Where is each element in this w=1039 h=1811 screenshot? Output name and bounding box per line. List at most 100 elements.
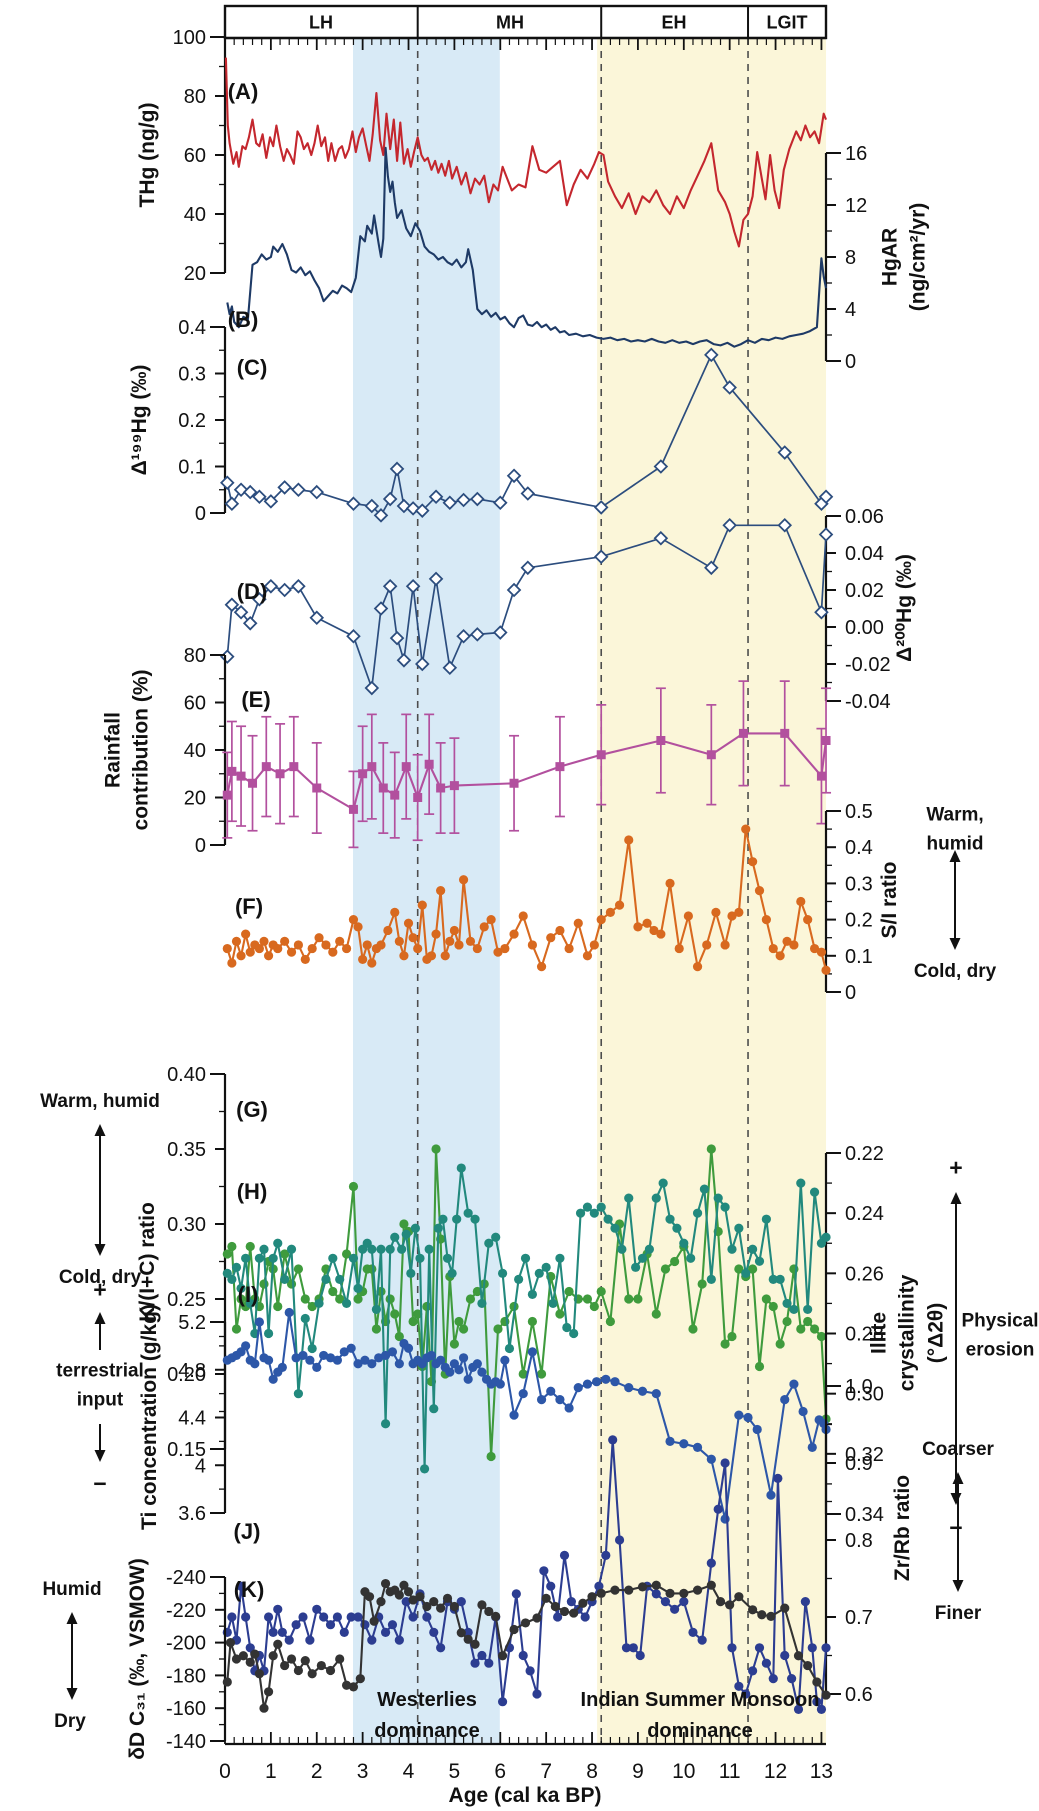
panel-letter-c: (C) (236, 355, 268, 380)
annotation-cold-dry-right: Cold, dry (913, 960, 997, 982)
x-axis-title: Age (cal ka BP) (448, 1784, 602, 1807)
panel-i-axis: 3.6 4 4.4 4.8 5.2 (178, 1312, 227, 1525)
panel-d-series (220, 517, 834, 696)
epoch-label-lh: LH (309, 12, 333, 33)
panel-f-tick-label: 0.1 (845, 946, 873, 968)
annotation-cold-dry-left: Cold, dry (58, 1266, 142, 1288)
x-tick-label: 2 (311, 1760, 323, 1783)
panel-h-tick-label: 0.26 (845, 1263, 884, 1285)
annotation-input-minus: − (93, 1470, 107, 1497)
panel-letter-h: (H) (236, 1179, 268, 1204)
caption-monsoon-dominance: Indian Summer Monsoon dominance (580, 1689, 820, 1742)
axis-title-d199hg: Δ¹⁹⁹Hg (‰) (127, 364, 151, 476)
epoch-label-lgit: LGIT (766, 12, 808, 33)
axis-title-d200hg: Δ²⁰⁰Hg (‰) (892, 554, 916, 662)
x-tick-label: 3 (357, 1760, 369, 1783)
panel-i-tick-label: 4.4 (178, 1408, 206, 1430)
x-tick-label: 0 (219, 1760, 231, 1783)
panel-k-axis: -240 -220 -200 -180 -160 -140 (166, 1567, 227, 1753)
panel-e-tick-label: 60 (184, 693, 206, 715)
panel-f-tick-label: 0.5 (845, 801, 873, 823)
axis-title-hgar: HgAR (ng/cm²/yr) (878, 202, 930, 312)
panel-d-axis: -0.04 -0.02 0.00 0.02 0.04 0.06 (824, 506, 891, 713)
panel-g-tick-label: 0.25 (167, 1289, 206, 1311)
epoch-label-mh: MH (496, 12, 524, 33)
panel-b-tick-label: 16 (845, 143, 867, 165)
annotation-erosion-plus: + (949, 1154, 963, 1181)
panel-letter-k: (K) (233, 1577, 265, 1602)
panel-b-tick-label: 0 (845, 351, 856, 373)
panel-k-tick-label: -160 (166, 1698, 206, 1720)
epoch-bands (353, 38, 827, 1744)
annotation-humid: Humid (42, 1578, 102, 1600)
panel-c-tick-label: 0.4 (178, 317, 206, 339)
annotation-warm-humid-right: Warm, humid (926, 804, 984, 855)
panel-h-axis: 0.22 0.24 0.26 0.28 0.30 0.32 0.34 (824, 1143, 884, 1526)
annotation-terrestrial-input: terrestrial input (56, 1360, 144, 1411)
panel-g-axis: 0.15 0.20 0.25 0.30 0.35 0.40 (167, 1064, 227, 1461)
panel-b-axis: 0 4 8 12 16 (824, 143, 867, 373)
panel-k-tick-label: -220 (166, 1600, 206, 1622)
panel-k-tick-label: -240 (166, 1567, 206, 1589)
panel-i-tick-label: 5.2 (178, 1312, 206, 1334)
panel-letter-g: (G) (236, 1097, 268, 1122)
monsoon-band (597, 38, 827, 1744)
panel-h-tick-label: 0.34 (845, 1504, 884, 1526)
panel-e-tick-label: 80 (184, 645, 206, 667)
panel-c-axis: 0 0.1 0.2 0.3 0.4 (178, 317, 227, 525)
panel-d-tick-label: 0.04 (845, 543, 884, 565)
panel-c-tick-label: 0.3 (178, 364, 206, 386)
annotation-dry: Dry (54, 1710, 86, 1732)
x-tick-label: 9 (632, 1760, 644, 1783)
panel-letter-f: (F) (234, 894, 264, 919)
panel-h-tick-label: 0.32 (845, 1444, 884, 1466)
panel-k-tick-label: -180 (166, 1665, 206, 1687)
panel-f-series (222, 824, 831, 975)
panel-h-tick-label: 0.24 (845, 1203, 884, 1225)
panel-a-axis: 20 40 60 80 100 (173, 27, 227, 285)
panel-d-tick-label: 0.06 (845, 506, 884, 528)
panel-a-tick-label: 20 (184, 263, 206, 285)
panel-b-tick-label: 8 (845, 247, 856, 269)
panel-k-series (222, 1578, 831, 1713)
panel-letter-a: (A) (227, 79, 259, 104)
annotation-arrows (66, 850, 964, 1700)
annotation-coarser: Coarser (922, 1438, 994, 1460)
x-tick-label: 7 (540, 1760, 552, 1783)
panel-a-tick-label: 100 (173, 27, 206, 49)
panel-j-tick-label: 0.6 (845, 1684, 873, 1706)
panel-h-tick-label: 0.30 (845, 1384, 884, 1406)
epoch-boundary-lines (416, 38, 749, 1744)
panel-letter-e: (E) (241, 687, 271, 712)
x-tick-label: 1 (265, 1760, 277, 1783)
epoch-label-eh: EH (661, 12, 687, 33)
panel-letter-j: (J) (233, 1519, 261, 1544)
panel-k-tick-label: -140 (166, 1731, 206, 1753)
caption-westerlies-dominance: Westerlies dominance (374, 1689, 480, 1742)
axis-title-si: S/I ratio (877, 861, 901, 939)
panel-i-tick-label: 4 (195, 1455, 206, 1477)
annotation-warm-humid-left: Warm, humid (40, 1090, 160, 1112)
panel-e-axis: 0 20 40 60 80 (184, 645, 227, 857)
panel-letter-b: (B) (227, 307, 259, 332)
axis-title-rainfall: Rainfall contribution (%) (101, 669, 153, 831)
panel-b-tick-label: 12 (845, 195, 867, 217)
panel-e-tick-label: 40 (184, 740, 206, 762)
panel-j-tick-label: 0.7 (845, 1607, 873, 1629)
westerlies-band (353, 38, 500, 1744)
x-tick-label: 11 (719, 1760, 741, 1783)
panel-f-tick-label: 0.2 (845, 910, 873, 932)
panel-d-tick-label: 0.00 (845, 617, 884, 639)
panel-d-tick-label: -0.04 (845, 691, 891, 713)
axis-title-ti: Ti concentration (g/kg) (137, 1304, 161, 1530)
annotation-erosion-minus: − (949, 1514, 963, 1541)
panel-c-series (220, 347, 834, 523)
panel-e-tick-label: 20 (184, 788, 206, 810)
panel-letter-i: (I) (237, 1282, 259, 1307)
panel-i-tick-label: 3.6 (178, 1503, 206, 1525)
panel-c-tick-label: 0 (195, 503, 206, 525)
panel-g-tick-label: 0.20 (167, 1364, 206, 1386)
panel-j-axis: 0.6 0.7 0.8 0.9 1.0 (824, 1376, 873, 1706)
